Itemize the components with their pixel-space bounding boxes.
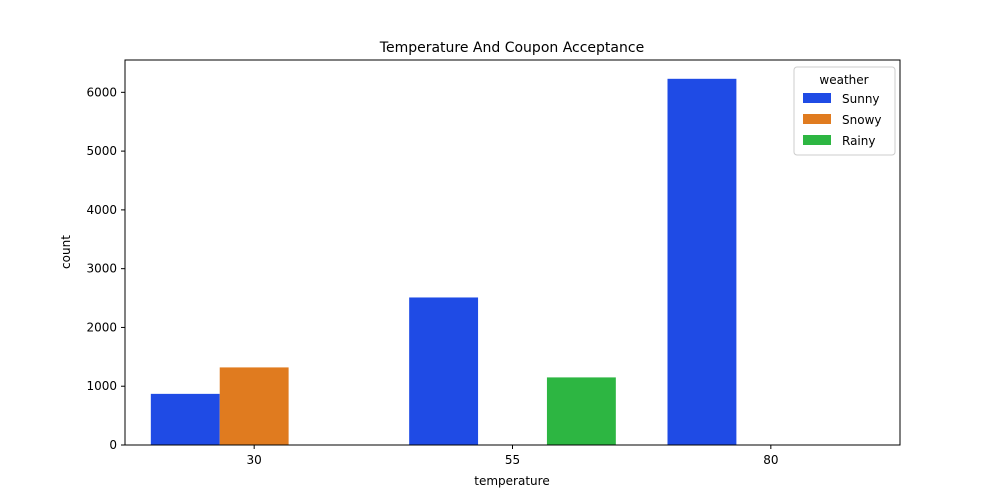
x-axis-label: temperature [474, 474, 549, 488]
legend-label-rainy: Rainy [842, 134, 875, 148]
legend-title: weather [819, 73, 868, 87]
y-tick-label: 3000 [86, 262, 117, 276]
legend-label-sunny: Sunny [842, 92, 880, 106]
y-tick-label: 1000 [86, 379, 117, 393]
x-axis: 30 55 80 [247, 445, 778, 467]
x-tick-label: 30 [247, 453, 262, 467]
legend-swatch-snowy [803, 114, 831, 124]
legend-swatch-sunny [803, 93, 831, 103]
legend-box [793, 66, 896, 156]
y-tick-label: 0 [109, 438, 117, 452]
bar-snowy-30 [219, 367, 289, 445]
bar-sunny-55 [409, 297, 479, 445]
bars-layer [150, 78, 737, 445]
y-axis-label: count [59, 235, 73, 269]
x-tick-label: 80 [763, 453, 778, 467]
legend-swatch-rainy [803, 135, 831, 145]
legend-items: Sunny Snowy Rainy [803, 92, 881, 148]
y-tick-label: 2000 [86, 320, 117, 334]
bar-rainy-55 [546, 377, 616, 445]
bar-sunny-80 [667, 78, 737, 445]
chart-title: Temperature And Coupon Acceptance [379, 40, 644, 56]
y-axis: 0 1000 2000 3000 4000 5000 6000 [86, 85, 125, 452]
legend-label-snowy: Snowy [842, 113, 881, 127]
y-tick-label: 5000 [86, 144, 117, 158]
bar-sunny-30 [150, 393, 220, 445]
x-tick-label: 55 [505, 453, 520, 467]
y-tick-label: 6000 [86, 85, 117, 99]
legend: weather Sunny Snowy Rainy [793, 66, 896, 156]
y-tick-label: 4000 [86, 203, 117, 217]
